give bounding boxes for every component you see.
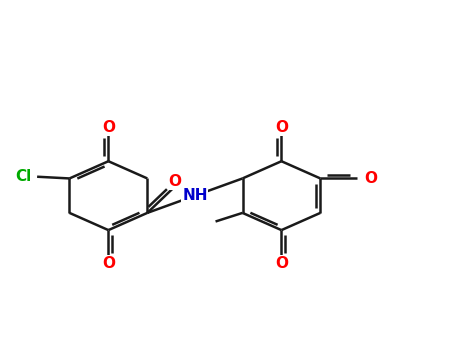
- Text: NH: NH: [182, 188, 207, 203]
- Text: O: O: [275, 256, 288, 271]
- Text: O: O: [275, 120, 288, 135]
- Text: O: O: [102, 120, 115, 135]
- Text: O: O: [102, 256, 115, 271]
- Text: O: O: [364, 171, 377, 186]
- Text: Cl: Cl: [15, 169, 32, 184]
- Text: O: O: [169, 174, 182, 189]
